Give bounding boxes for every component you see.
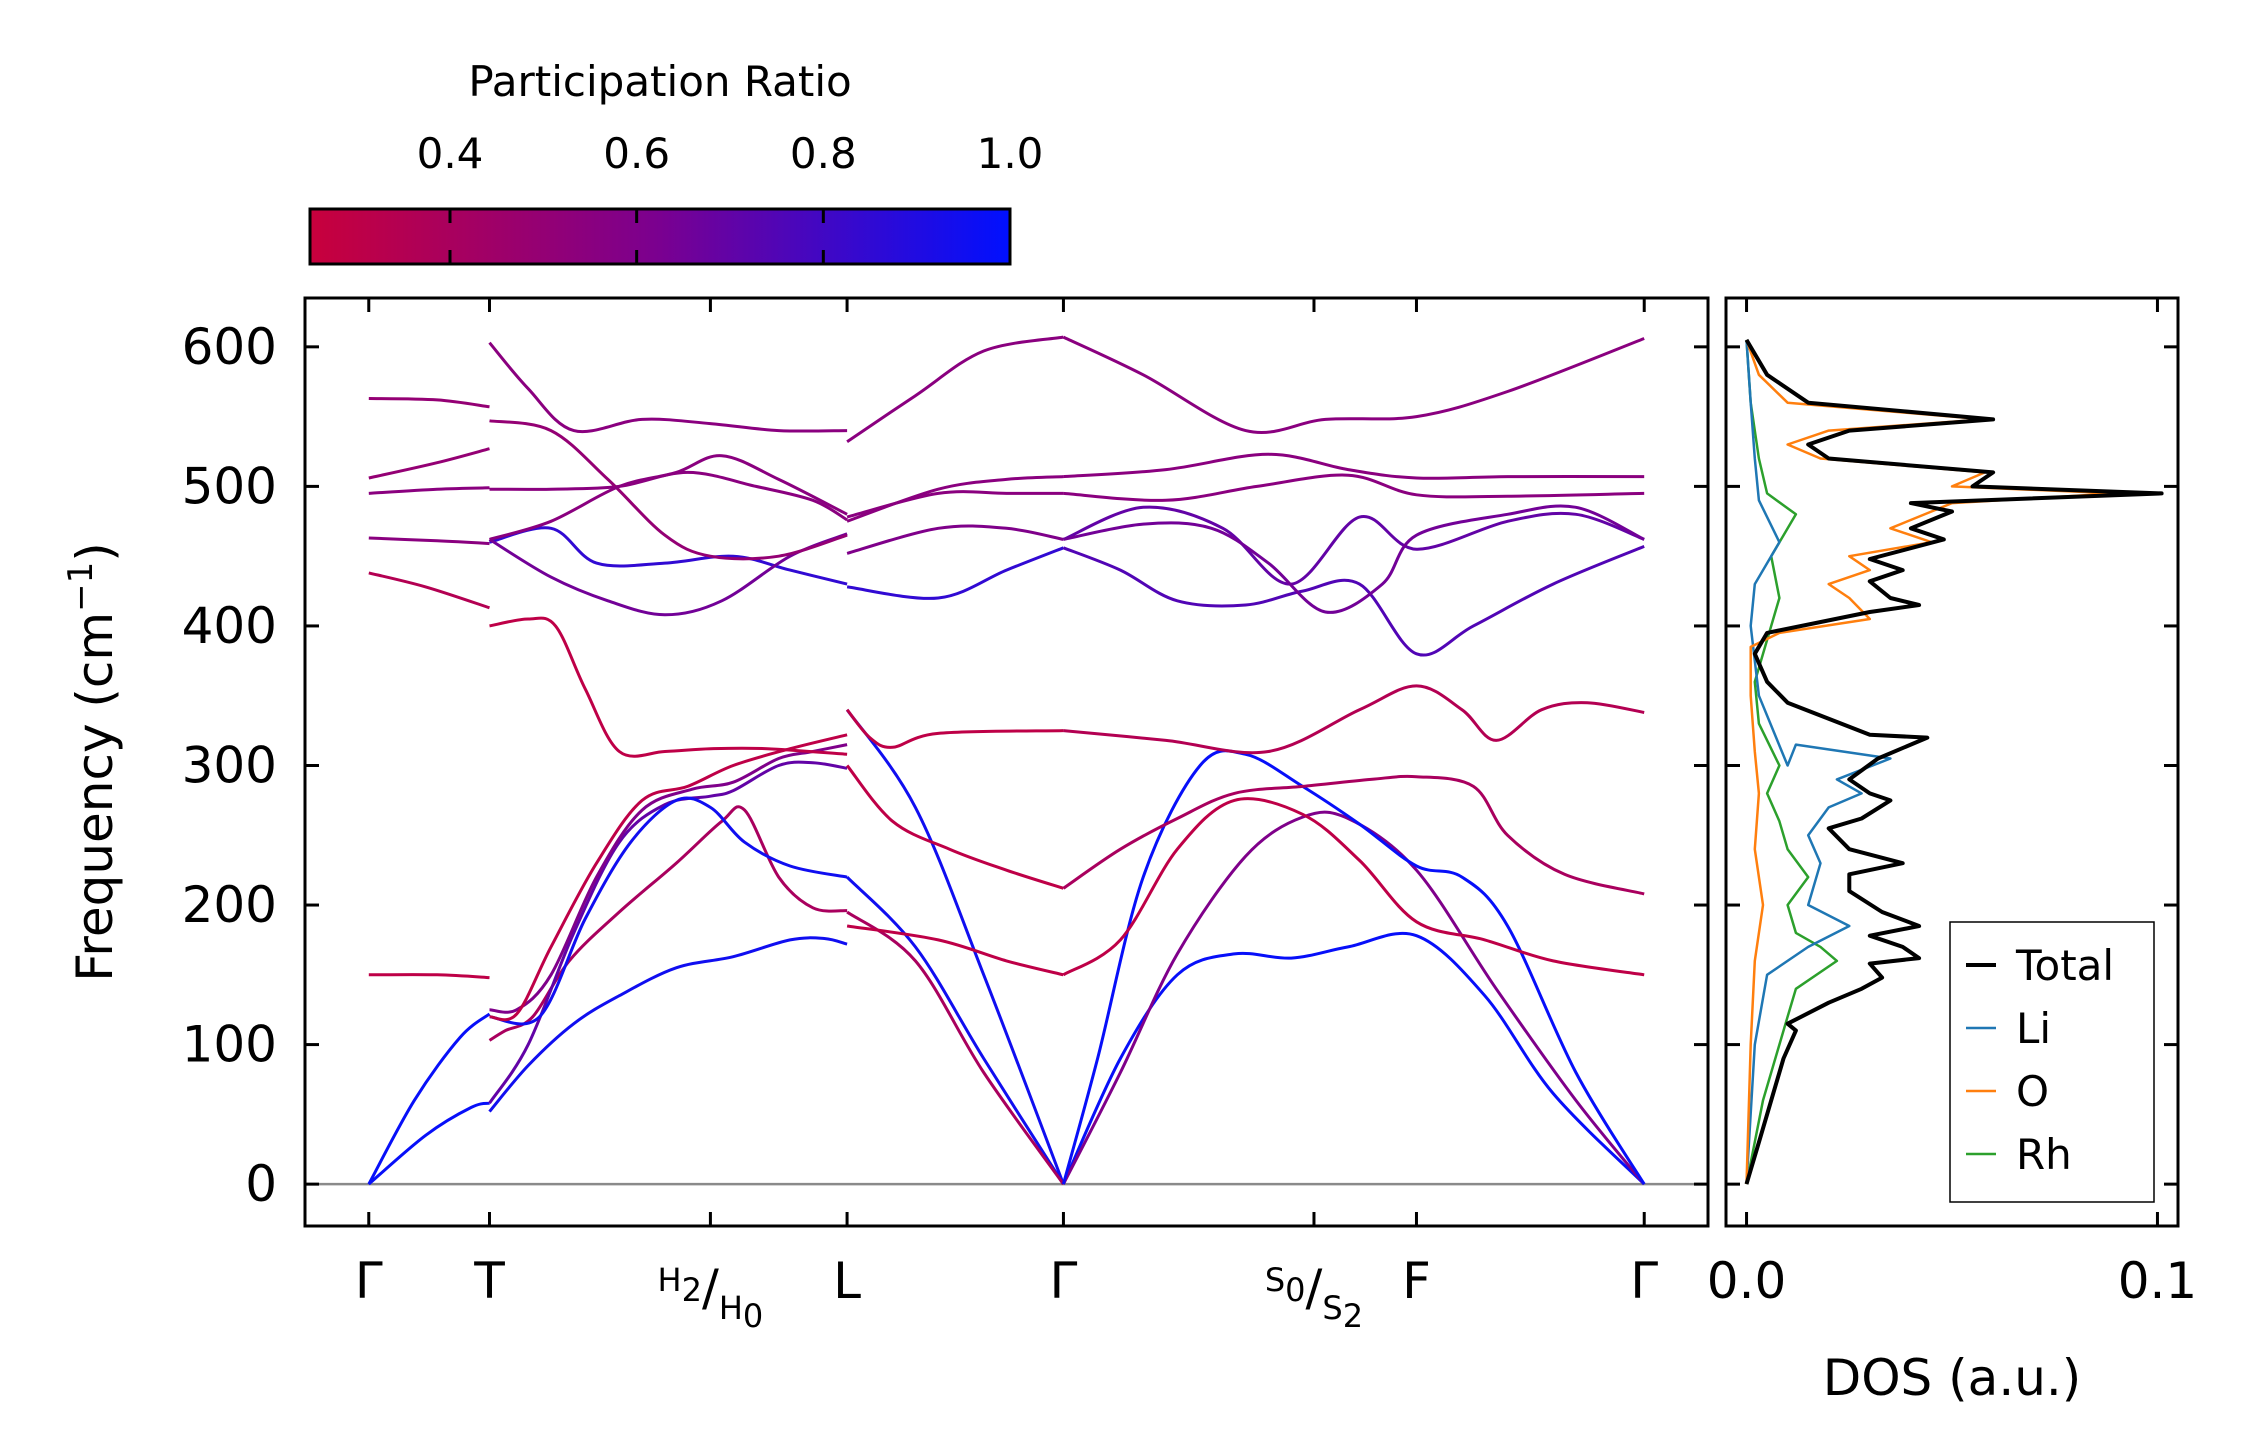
kpoint-ticks bbox=[367, 298, 1646, 1226]
kpoint-label: S0/S2 bbox=[1265, 1259, 1363, 1335]
phonon-branch bbox=[846, 546, 1064, 600]
colorbar-tick-label: 1.0 bbox=[977, 129, 1044, 178]
dos-series-o bbox=[1745, 339, 2118, 1185]
phonon-branch bbox=[846, 475, 1064, 523]
phonon-branches bbox=[367, 335, 1646, 1186]
phonon-branch bbox=[846, 524, 1064, 555]
colorbar-tick-label: 0.4 bbox=[417, 129, 484, 178]
legend-label: Li bbox=[2016, 1004, 2051, 1053]
dos-curves bbox=[1744, 338, 2164, 1185]
phonon-branch bbox=[846, 490, 1064, 519]
kpoint-label: Γ bbox=[355, 1252, 383, 1310]
phonon-branch bbox=[488, 936, 848, 1113]
legend-label: Total bbox=[2015, 941, 2114, 990]
phonon-branch bbox=[1062, 810, 1646, 1186]
frequency-tick-label: 600 bbox=[182, 318, 277, 376]
frequency-axis-label: Frequency (cm−1) bbox=[61, 542, 124, 982]
phonon-branch bbox=[368, 973, 490, 980]
phonon-branch bbox=[489, 526, 848, 586]
phonon-branch bbox=[489, 454, 848, 541]
frequency-tick-label: 500 bbox=[182, 457, 277, 515]
phonon-branch bbox=[1063, 684, 1645, 755]
dos-tick-label: 0.1 bbox=[2118, 1252, 2198, 1310]
frequency-axis: 0 100 200 300 400 500 600 bbox=[182, 318, 1708, 1213]
phonon-branch bbox=[1063, 473, 1645, 502]
phonon-branch bbox=[367, 1012, 491, 1185]
legend-box bbox=[1949, 921, 2155, 1203]
phonon-branch bbox=[1062, 545, 1645, 657]
frequency-tick-label: 200 bbox=[182, 876, 277, 934]
colorbar: Participation Ratio 0.4 0.6 0.8 1.0 bbox=[308, 57, 1044, 266]
frequency-tick-label: 0 bbox=[245, 1155, 277, 1213]
phonon-branch bbox=[1061, 749, 1646, 1185]
phonon-branch bbox=[1063, 452, 1645, 480]
phonon-branch bbox=[1062, 505, 1645, 586]
phonon-branch bbox=[489, 733, 848, 1022]
phonon-branch bbox=[368, 397, 490, 409]
dos-tick-label: 0.0 bbox=[1707, 1252, 1787, 1310]
phonon-branch bbox=[1063, 504, 1645, 614]
frequency-tick-label: 400 bbox=[182, 597, 277, 655]
phonon-branch bbox=[845, 764, 1064, 890]
dos-series-total bbox=[1744, 338, 2164, 1185]
phonon-branch bbox=[368, 536, 490, 546]
kpoint-label: T bbox=[473, 1252, 505, 1310]
dos-axis-label: DOS (a.u.) bbox=[1823, 1349, 2082, 1407]
dos-series-rh bbox=[1745, 339, 1839, 1185]
dos-axis: 0.0 0.1 bbox=[1707, 298, 2197, 1310]
legend-label: Rh bbox=[2016, 1130, 2072, 1179]
kpoint-label: Γ bbox=[1050, 1252, 1078, 1310]
kpoint-label: F bbox=[1402, 1252, 1431, 1310]
phonon-branch bbox=[489, 796, 848, 1026]
kpoint-labels: Γ T H2/H0 L Γ S0/S2 F Γ bbox=[355, 1252, 1658, 1335]
colorbar-ticks: 0.4 0.6 0.8 1.0 bbox=[417, 129, 1044, 264]
phonon-branch bbox=[846, 335, 1064, 443]
dos-legend: Total Li O Rh bbox=[1949, 921, 2155, 1203]
phonon-branch bbox=[845, 708, 1064, 749]
phonon-branch bbox=[489, 470, 848, 522]
kpoint-label: Γ bbox=[1630, 1252, 1658, 1310]
kpoint-label: H2/H0 bbox=[658, 1259, 764, 1335]
phonon-branch bbox=[368, 571, 490, 610]
phonon-branch bbox=[846, 910, 1065, 1185]
phonon-branch bbox=[1062, 335, 1645, 434]
phonon-branch bbox=[1062, 774, 1645, 896]
dos-panel: 0.0 0.1 DOS (a.u.) Total Li O Rh bbox=[1707, 296, 2197, 1407]
phonon-branch bbox=[846, 924, 1064, 977]
phonon-branch bbox=[489, 616, 848, 758]
frequency-tick-label: 100 bbox=[182, 1016, 277, 1074]
phonon-branch bbox=[489, 743, 848, 1014]
band-structure-panel: 0 100 200 300 400 500 600 Γ T H2/H0 L Γ S0/S2 F Γ Fre… bbox=[61, 296, 1710, 1335]
colorbar-title: Participation Ratio bbox=[468, 57, 851, 106]
phonon-branch bbox=[488, 532, 848, 617]
phonon-branch bbox=[368, 447, 490, 480]
legend-label: O bbox=[2016, 1067, 2049, 1116]
phonon-branch bbox=[846, 876, 1065, 1185]
phonon-branch bbox=[367, 1101, 490, 1186]
colorbar-tick-label: 0.6 bbox=[603, 129, 670, 178]
phonon-branch bbox=[845, 708, 1065, 1185]
kpoint-label: L bbox=[833, 1252, 861, 1310]
colorbar-tick-label: 0.8 bbox=[790, 129, 857, 178]
dos-series-li bbox=[1745, 339, 1892, 1185]
phonon-branch bbox=[1062, 931, 1646, 1186]
frequency-tick-label: 300 bbox=[182, 736, 277, 794]
phonon-branch bbox=[489, 419, 848, 561]
phonon-branch bbox=[368, 486, 490, 495]
phonon-branch bbox=[488, 341, 848, 434]
band-axes-frame bbox=[303, 296, 1710, 1228]
colorbar-gradient bbox=[308, 207, 1012, 266]
phonon-branch bbox=[488, 805, 848, 1042]
dos-axes-frame bbox=[1724, 296, 2180, 1228]
phonon-branch bbox=[1062, 797, 1645, 977]
